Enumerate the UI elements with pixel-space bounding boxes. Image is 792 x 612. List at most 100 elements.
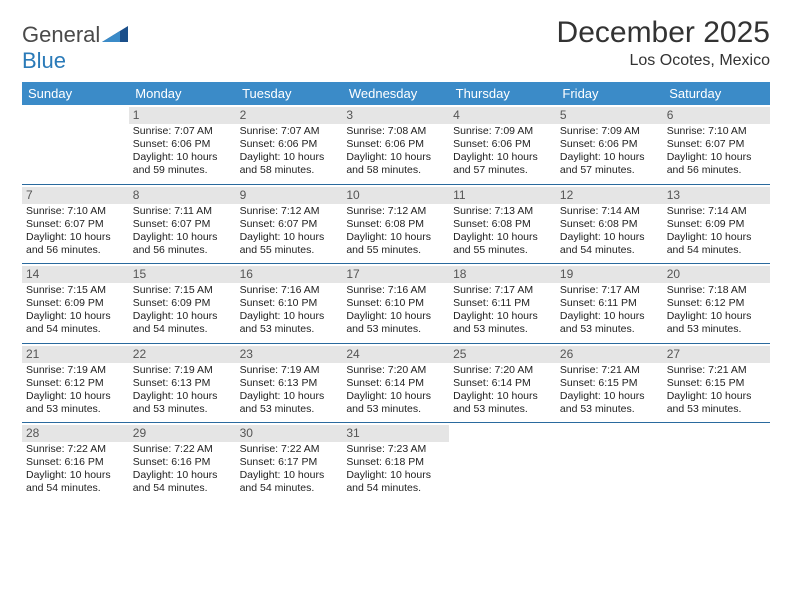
cell-line: Sunrise: 7:07 AM — [133, 125, 232, 138]
calendar-cell: 7Sunrise: 7:10 AMSunset: 6:07 PMDaylight… — [22, 184, 129, 264]
calendar-head: SundayMondayTuesdayWednesdayThursdayFrid… — [22, 82, 770, 105]
cell-line: and 54 minutes. — [26, 482, 125, 495]
cell-line: and 57 minutes. — [453, 164, 552, 177]
page-title: December 2025 — [557, 16, 770, 50]
cell-line: Sunrise: 7:20 AM — [453, 364, 552, 377]
cell-line: Sunrise: 7:16 AM — [346, 284, 445, 297]
calendar-cell: 31Sunrise: 7:23 AMSunset: 6:18 PMDayligh… — [342, 423, 449, 502]
cell-line: and 53 minutes. — [453, 323, 552, 336]
cell-line: Daylight: 10 hours — [133, 469, 232, 482]
calendar-cell: 20Sunrise: 7:18 AMSunset: 6:12 PMDayligh… — [663, 264, 770, 344]
cell-line: and 53 minutes. — [667, 323, 766, 336]
calendar-cell: 30Sunrise: 7:22 AMSunset: 6:17 PMDayligh… — [236, 423, 343, 502]
cell-line: Sunrise: 7:08 AM — [346, 125, 445, 138]
weekday-header: Friday — [556, 82, 663, 105]
cell-line: Daylight: 10 hours — [240, 390, 339, 403]
cell-line: Sunset: 6:12 PM — [26, 377, 125, 390]
cell-line: Sunset: 6:09 PM — [133, 297, 232, 310]
cell-line: Sunset: 6:06 PM — [133, 138, 232, 151]
calendar-cell: 2Sunrise: 7:07 AMSunset: 6:06 PMDaylight… — [236, 105, 343, 184]
cell-line: Sunset: 6:13 PM — [133, 377, 232, 390]
day-number: 6 — [663, 107, 770, 124]
calendar-cell: 15Sunrise: 7:15 AMSunset: 6:09 PMDayligh… — [129, 264, 236, 344]
weekday-header: Monday — [129, 82, 236, 105]
cell-line: Sunrise: 7:14 AM — [667, 205, 766, 218]
cell-line: and 53 minutes. — [240, 403, 339, 416]
cell-line: Sunrise: 7:23 AM — [346, 443, 445, 456]
day-number: 29 — [129, 425, 236, 442]
day-number: 10 — [342, 187, 449, 204]
cell-line: Daylight: 10 hours — [346, 390, 445, 403]
cell-line: and 54 minutes. — [346, 482, 445, 495]
cell-line: Daylight: 10 hours — [26, 390, 125, 403]
cell-line: and 54 minutes. — [133, 323, 232, 336]
cell-line: Daylight: 10 hours — [667, 151, 766, 164]
cell-line: Sunset: 6:07 PM — [26, 218, 125, 231]
cell-line: Daylight: 10 hours — [453, 151, 552, 164]
cell-line: and 56 minutes. — [133, 244, 232, 257]
cell-line: Sunset: 6:06 PM — [453, 138, 552, 151]
calendar-cell: . — [449, 423, 556, 502]
cell-line: Sunrise: 7:22 AM — [26, 443, 125, 456]
cell-line: Daylight: 10 hours — [346, 151, 445, 164]
cell-line: and 58 minutes. — [346, 164, 445, 177]
cell-line: and 53 minutes. — [560, 323, 659, 336]
calendar-row: 28Sunrise: 7:22 AMSunset: 6:16 PMDayligh… — [22, 423, 770, 502]
cell-line: Sunset: 6:07 PM — [240, 218, 339, 231]
day-number: 14 — [22, 266, 129, 283]
day-number: 28 — [22, 425, 129, 442]
cell-line: Daylight: 10 hours — [560, 310, 659, 323]
cell-line: Daylight: 10 hours — [240, 469, 339, 482]
cell-line: Sunrise: 7:21 AM — [560, 364, 659, 377]
calendar-cell: 13Sunrise: 7:14 AMSunset: 6:09 PMDayligh… — [663, 184, 770, 264]
day-number: 2 — [236, 107, 343, 124]
cell-line: Sunset: 6:16 PM — [26, 456, 125, 469]
day-number: 18 — [449, 266, 556, 283]
cell-line: and 53 minutes. — [346, 403, 445, 416]
cell-line: Sunset: 6:10 PM — [240, 297, 339, 310]
day-number: 9 — [236, 187, 343, 204]
cell-line: Sunset: 6:15 PM — [667, 377, 766, 390]
calendar-cell: 19Sunrise: 7:17 AMSunset: 6:11 PMDayligh… — [556, 264, 663, 344]
cell-line: Daylight: 10 hours — [346, 310, 445, 323]
cell-line: Sunset: 6:06 PM — [240, 138, 339, 151]
cell-line: Sunrise: 7:14 AM — [560, 205, 659, 218]
calendar-body: .1Sunrise: 7:07 AMSunset: 6:06 PMDayligh… — [22, 105, 770, 502]
weekday-header: Saturday — [663, 82, 770, 105]
cell-line: Daylight: 10 hours — [560, 390, 659, 403]
calendar-row: 7Sunrise: 7:10 AMSunset: 6:07 PMDaylight… — [22, 184, 770, 264]
calendar-cell: 16Sunrise: 7:16 AMSunset: 6:10 PMDayligh… — [236, 264, 343, 344]
day-number: 30 — [236, 425, 343, 442]
cell-line: Daylight: 10 hours — [26, 231, 125, 244]
cell-line: Sunrise: 7:09 AM — [560, 125, 659, 138]
day-number: 20 — [663, 266, 770, 283]
cell-line: Sunset: 6:12 PM — [667, 297, 766, 310]
calendar-cell: 5Sunrise: 7:09 AMSunset: 6:06 PMDaylight… — [556, 105, 663, 184]
cell-line: Daylight: 10 hours — [26, 469, 125, 482]
cell-line: Sunset: 6:11 PM — [453, 297, 552, 310]
cell-line: Sunrise: 7:13 AM — [453, 205, 552, 218]
calendar-cell: 17Sunrise: 7:16 AMSunset: 6:10 PMDayligh… — [342, 264, 449, 344]
cell-line: Sunrise: 7:20 AM — [346, 364, 445, 377]
calendar-cell: 11Sunrise: 7:13 AMSunset: 6:08 PMDayligh… — [449, 184, 556, 264]
logo-text: General Blue — [22, 22, 128, 74]
cell-line: Daylight: 10 hours — [667, 231, 766, 244]
weekday-row: SundayMondayTuesdayWednesdayThursdayFrid… — [22, 82, 770, 105]
cell-line: Daylight: 10 hours — [346, 231, 445, 244]
cell-line: and 53 minutes. — [346, 323, 445, 336]
calendar-cell: 3Sunrise: 7:08 AMSunset: 6:06 PMDaylight… — [342, 105, 449, 184]
day-number: 26 — [556, 346, 663, 363]
day-number: 17 — [342, 266, 449, 283]
calendar-cell: . — [22, 105, 129, 184]
logo-part1: General — [22, 22, 100, 47]
cell-line: and 55 minutes. — [240, 244, 339, 257]
calendar-cell: 12Sunrise: 7:14 AMSunset: 6:08 PMDayligh… — [556, 184, 663, 264]
cell-line: and 54 minutes. — [133, 482, 232, 495]
calendar-cell: 18Sunrise: 7:17 AMSunset: 6:11 PMDayligh… — [449, 264, 556, 344]
cell-line: Sunset: 6:08 PM — [346, 218, 445, 231]
calendar-row: .1Sunrise: 7:07 AMSunset: 6:06 PMDayligh… — [22, 105, 770, 184]
cell-line: Sunrise: 7:15 AM — [133, 284, 232, 297]
calendar-row: 21Sunrise: 7:19 AMSunset: 6:12 PMDayligh… — [22, 343, 770, 423]
cell-line: and 55 minutes. — [346, 244, 445, 257]
calendar-cell: . — [556, 423, 663, 502]
